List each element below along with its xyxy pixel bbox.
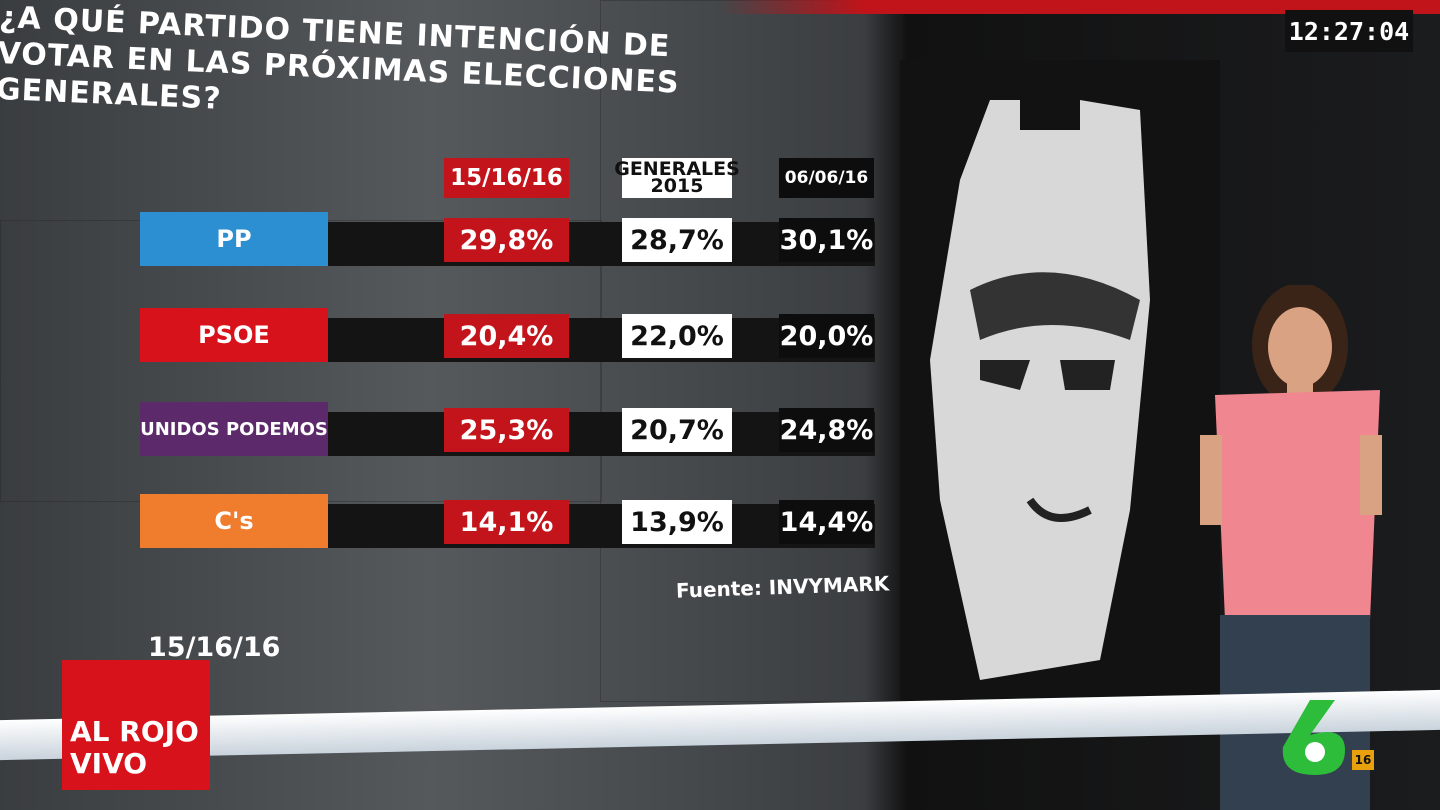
cell-value: 22,0%	[622, 314, 732, 358]
statue-art	[900, 60, 1220, 700]
party-logo: C's	[140, 494, 328, 548]
channel-logo	[1282, 700, 1345, 775]
cell-value: 29,8%	[444, 218, 569, 262]
table-row: PP 29,8% 28,7% 30,1%	[140, 212, 875, 266]
clock: 12:27:04	[1285, 10, 1413, 52]
party-logo: UNIDOS PODEMOS	[140, 402, 328, 456]
cell-value: 24,8%	[779, 408, 874, 452]
table-row: UNIDOS PODEMOS 25,3% 20,7% 24,8%	[140, 402, 875, 456]
table-row: PSOE 20,4% 22,0% 20,0%	[140, 308, 875, 362]
date-label: 15/16/16	[148, 632, 281, 663]
cell-value: 20,4%	[444, 314, 569, 358]
cell-value: 13,9%	[622, 500, 732, 544]
cell-value: 25,3%	[444, 408, 569, 452]
party-logo: PP	[140, 212, 328, 266]
cell-value: 14,4%	[779, 500, 874, 544]
cell-value: 28,7%	[622, 218, 732, 262]
column-header: 15/16/16	[444, 158, 569, 198]
channel-badge: 16	[1352, 750, 1374, 770]
cell-value: 20,7%	[622, 408, 732, 452]
cell-value: 20,0%	[779, 314, 874, 358]
cell-value: 14,1%	[444, 500, 569, 544]
table-row: C's 14,1% 13,9% 14,4%	[140, 494, 875, 548]
presenter	[1200, 285, 1382, 810]
cell-value: 30,1%	[779, 218, 874, 262]
party-logo: PSOE	[140, 308, 328, 362]
column-header: GENERALES 2015	[614, 158, 740, 198]
top-stripe	[0, 0, 1440, 14]
column-header: 06/06/16	[779, 158, 874, 198]
show-logo: AL ROJO VIVO	[62, 660, 210, 790]
